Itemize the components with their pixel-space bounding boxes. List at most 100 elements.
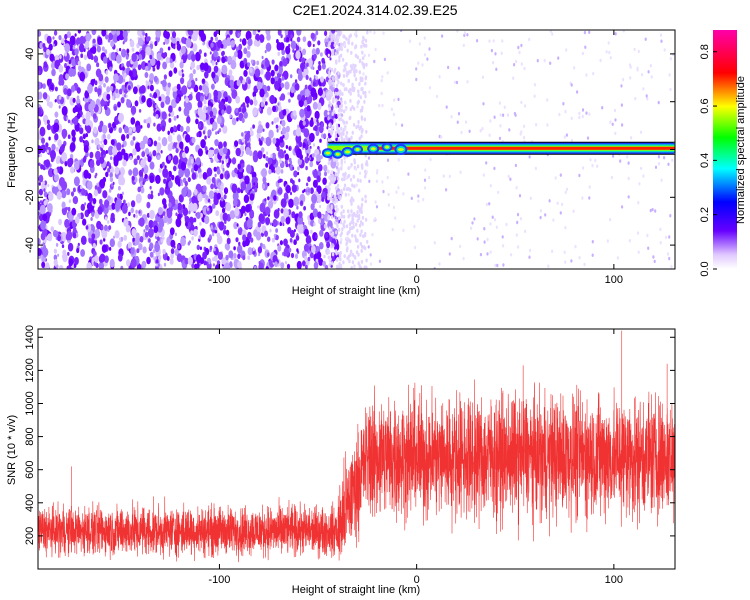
noise-cell xyxy=(136,155,140,161)
noise-cell xyxy=(290,191,292,196)
noise-cell xyxy=(236,117,239,122)
noise-cell xyxy=(261,183,266,189)
noise-cell xyxy=(359,178,362,183)
noise-cell xyxy=(340,204,343,209)
noise-cell xyxy=(51,157,54,163)
noise-cell xyxy=(120,265,124,269)
noise-cell xyxy=(318,61,321,65)
noise-cell xyxy=(344,107,347,112)
noise-cell xyxy=(53,43,56,47)
noise-cell xyxy=(198,123,201,128)
noise-cell xyxy=(340,231,343,236)
noise-cell xyxy=(357,93,360,98)
noise-cell xyxy=(112,87,115,92)
noise-cell xyxy=(294,83,300,91)
noise-cell xyxy=(585,111,588,115)
noise-cell xyxy=(44,121,47,126)
noise-cell xyxy=(72,45,76,51)
noise-cell xyxy=(231,117,237,126)
noise-cell xyxy=(330,38,333,43)
noise-cell xyxy=(365,160,368,164)
noise-cell xyxy=(178,194,184,203)
noise-cell xyxy=(279,159,282,164)
noise-cell xyxy=(223,229,227,235)
noise-cell xyxy=(155,263,158,267)
noise-cell xyxy=(343,177,346,182)
noise-cell xyxy=(237,32,241,38)
noise-cell xyxy=(302,48,307,56)
noise-cell xyxy=(363,266,366,269)
noise-cell xyxy=(40,153,42,158)
noise-cell xyxy=(528,255,531,259)
colorbar-tick-label: 0.4 xyxy=(699,153,711,168)
noise-cell xyxy=(181,187,188,197)
noise-cell xyxy=(64,52,67,57)
noise-cell xyxy=(137,186,141,193)
noise-cell xyxy=(264,198,267,202)
noise-cell xyxy=(82,139,85,144)
noise-cell xyxy=(528,155,531,159)
noise-cell xyxy=(551,249,554,253)
noise-cell xyxy=(82,218,87,226)
noise-cell xyxy=(345,187,349,192)
noise-cell xyxy=(316,69,319,75)
noise-cell xyxy=(563,250,566,254)
noise-cell xyxy=(614,131,617,136)
noise-cell xyxy=(322,260,326,267)
noise-cell xyxy=(358,59,362,64)
noise-cell xyxy=(330,192,334,197)
noise-cell xyxy=(462,43,465,48)
noise-cell xyxy=(147,227,154,238)
noise-cell xyxy=(166,208,173,219)
noise-cell xyxy=(356,178,360,183)
noise-cell xyxy=(343,34,346,39)
noise-cell xyxy=(358,136,361,141)
noise-cell xyxy=(331,252,335,257)
noise-cell xyxy=(96,45,101,53)
noise-cell xyxy=(518,194,522,198)
noise-cell xyxy=(334,220,337,225)
noise-cell xyxy=(366,30,369,35)
noise-cell xyxy=(191,136,196,144)
noise-cell xyxy=(351,252,355,257)
noise-cell xyxy=(468,129,471,133)
noise-cell xyxy=(277,179,280,184)
noise-cell xyxy=(234,140,239,148)
noise-cell xyxy=(200,32,207,42)
noise-cell xyxy=(368,179,371,183)
noise-cell xyxy=(64,218,70,228)
noise-cell xyxy=(99,198,103,205)
noise-cell xyxy=(611,122,614,127)
noise-cell xyxy=(554,176,557,180)
noise-cell xyxy=(337,113,340,118)
noise-cell xyxy=(68,59,72,65)
noise-cell xyxy=(225,155,228,160)
noise-cell xyxy=(591,163,594,168)
noise-cell xyxy=(364,81,367,86)
noise-cell xyxy=(128,169,133,176)
noise-cell xyxy=(375,179,378,183)
noise-cell xyxy=(146,97,153,108)
spectrogram-x-label: Height of straight line (km) xyxy=(292,285,420,297)
noise-cell xyxy=(102,190,108,199)
noise-cell xyxy=(118,127,123,134)
noise-cell xyxy=(270,69,275,77)
noise-cell xyxy=(394,216,397,220)
noise-cell xyxy=(342,74,346,78)
noise-cell xyxy=(187,256,193,266)
noise-cell xyxy=(137,37,144,47)
noise-cell xyxy=(214,75,219,83)
noise-cell xyxy=(244,133,250,142)
noise-cell xyxy=(499,124,502,128)
noise-cell xyxy=(179,125,184,132)
noise-cell xyxy=(40,164,44,170)
x-tick-label: 0 xyxy=(414,274,420,286)
noise-cell xyxy=(105,70,109,75)
noise-cell xyxy=(258,252,261,257)
noise-cell xyxy=(79,124,82,128)
noise-cell xyxy=(395,190,398,194)
noise-cell xyxy=(365,258,368,263)
noise-cell xyxy=(45,142,49,148)
noise-cell xyxy=(523,104,527,108)
noise-cell xyxy=(269,94,276,105)
